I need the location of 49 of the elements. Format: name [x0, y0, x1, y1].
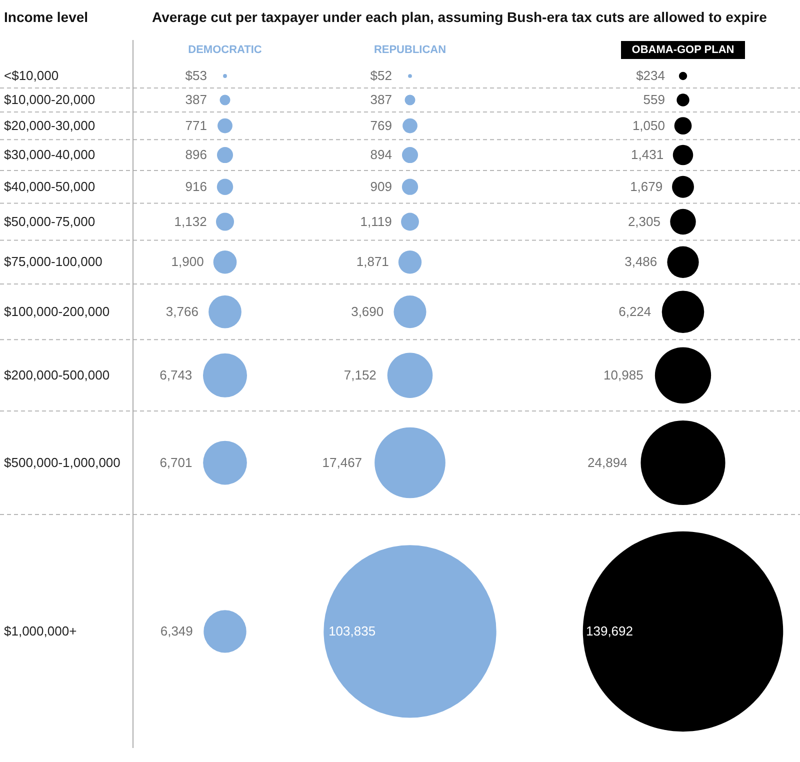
text: REPUBLICAN — [374, 44, 446, 56]
data-label: 387 — [370, 92, 392, 107]
data-label: 7,152 — [344, 367, 376, 382]
data-label: 771 — [185, 118, 207, 133]
data-label: 3,486 — [624, 254, 658, 270]
data-label: 3,690 — [351, 304, 384, 319]
legend-label: DEMOCRATIC — [188, 44, 262, 56]
data-label: 103,835 — [328, 623, 376, 638]
data-label: 894 — [370, 147, 392, 162]
category-label: <$10,000 — [4, 68, 59, 83]
data-label: $53 — [185, 68, 207, 83]
data-label: 3,766 — [166, 304, 198, 319]
data-label: 2,305 — [628, 214, 660, 229]
category-label: $50,000-75,000 — [4, 214, 96, 229]
category-label: $1,000,000+ — [4, 623, 77, 638]
data-label: $52 — [370, 68, 392, 83]
data-label: 6,743 — [160, 367, 192, 382]
category-label: $20,000-30,000 — [4, 118, 96, 133]
data-label: 17,467 — [322, 454, 362, 470]
data-label: 1,119 — [360, 214, 392, 229]
data-label: 916 — [185, 178, 207, 194]
data-label: 1,900 — [171, 254, 204, 270]
data-label: 1,431 — [631, 147, 664, 162]
category-label: $100,000-200,000 — [4, 304, 110, 319]
data-label: 559 — [643, 92, 665, 107]
data-label: 24,894 — [588, 454, 628, 470]
text: Income level — [4, 9, 88, 25]
data-label: 387 — [185, 92, 207, 107]
data-label: 6,224 — [618, 304, 652, 319]
category-label: $500,000-1,000,000 — [4, 454, 120, 470]
text: Average cut per taxpayer under each plan, assuming Bush-era tax cuts are allowed to expire — [152, 9, 768, 25]
data-label: 1,871 — [356, 254, 389, 270]
data-label: 769 — [370, 118, 392, 133]
text: OBAMA-GOP PLAN — [632, 44, 734, 56]
category-label: $200,000-500,000 — [4, 367, 110, 382]
data-label: 1,050 — [632, 118, 665, 133]
category-label: $75,000-100,000 — [4, 254, 102, 270]
category-label: $30,000-40,000 — [4, 147, 96, 162]
data-label: 10,985 — [604, 367, 644, 382]
category-label: $10,000-20,000 — [4, 92, 96, 107]
data-label: 1,679 — [630, 178, 663, 194]
data-label: 1,132 — [174, 214, 207, 229]
data-label: 909 — [370, 178, 392, 194]
data-label: 139,692 — [586, 623, 633, 638]
data-label: 896 — [185, 147, 207, 162]
data-label: 6,349 — [160, 623, 193, 638]
category-label: $40,000-50,000 — [4, 178, 96, 194]
data-label: $234 — [636, 68, 665, 83]
data-label: 6,701 — [160, 454, 192, 470]
